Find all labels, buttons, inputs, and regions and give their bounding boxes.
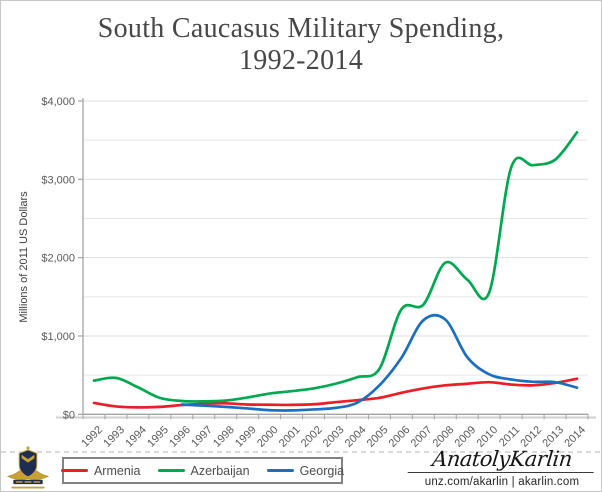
signature-text: AnatolyKarlin	[407, 447, 597, 473]
x-tick-label: 1996	[167, 424, 193, 450]
x-tick-label: 2012	[518, 424, 544, 450]
emblem-shield	[18, 449, 38, 478]
x-tick-label: 2008	[431, 424, 457, 450]
georgia-line-swatch-icon	[266, 469, 294, 472]
signature-links: unz.com/akarlin | akarlin.com	[424, 476, 580, 488]
y-tick-label: $1,000	[41, 331, 75, 343]
x-tick-label: 2010	[475, 424, 501, 450]
legend-item-georgia: Georgia	[266, 463, 345, 478]
y-tick-label: $4,000	[41, 96, 75, 108]
legend-label-georgia: Georgia	[299, 463, 345, 478]
x-tick-label: 2005	[365, 424, 391, 450]
x-tick-label: 2011	[497, 424, 522, 449]
series-line-armenia	[92, 377, 579, 409]
emblem-star	[26, 446, 30, 450]
x-tick-label: 2013	[540, 424, 566, 450]
y-tick-label: $3,000	[41, 174, 75, 186]
winged-shield-emblem-icon	[6, 446, 50, 489]
x-tick-label: 1994	[123, 424, 149, 450]
series-line-azerbaijan	[92, 130, 579, 403]
x-tick-label: 1993	[101, 424, 127, 450]
x-tick-label: 1999	[233, 424, 259, 450]
x-tick-label: 2004	[343, 424, 369, 450]
x-tick-label: 1992	[79, 424, 105, 450]
legend-label-azerbaijan: Azerbaijan	[190, 463, 250, 478]
x-tick-label: 2000	[255, 424, 281, 450]
x-tick-label: 2007	[409, 424, 435, 450]
author-watermark: AnatolyKarlin unz.com/akarlin | akarlin.…	[407, 447, 597, 488]
chart-legend: Armenia Azerbaijan Georgia	[60, 457, 345, 484]
x-tick-label: 2009	[453, 424, 479, 450]
x-tick-label: 2003	[321, 424, 347, 450]
x-tick-label: 1998	[211, 424, 237, 450]
legend-item-armenia: Armenia	[60, 463, 141, 478]
y-tick-label: $2,000	[41, 253, 75, 265]
emblem-arabic-text	[11, 486, 45, 489]
x-tick-label: 2001	[277, 424, 303, 450]
x-tick-label: 1995	[145, 424, 171, 450]
azerbaijan-line-swatch-icon	[157, 469, 185, 472]
x-tick-label: 2014	[562, 424, 588, 450]
x-tick-label: 2006	[387, 424, 413, 450]
y-tick-label: $0	[63, 409, 75, 421]
chart-title-line2: 1992-2014	[238, 45, 364, 76]
legend-item-azerbaijan: Azerbaijan	[157, 463, 250, 478]
page-title: South Caucasus Military Spending, 1992-2…	[1, 13, 601, 77]
emblem-chevron	[21, 454, 35, 463]
x-tick-label: 1997	[189, 424, 215, 450]
series-line-georgia	[180, 313, 579, 412]
chart-title-line1: South Caucasus Military Spending,	[97, 13, 505, 44]
x-tick-label: 2002	[299, 424, 325, 450]
armenia-line-swatch-icon	[60, 469, 88, 472]
legend-label-armenia: Armenia	[93, 463, 141, 478]
